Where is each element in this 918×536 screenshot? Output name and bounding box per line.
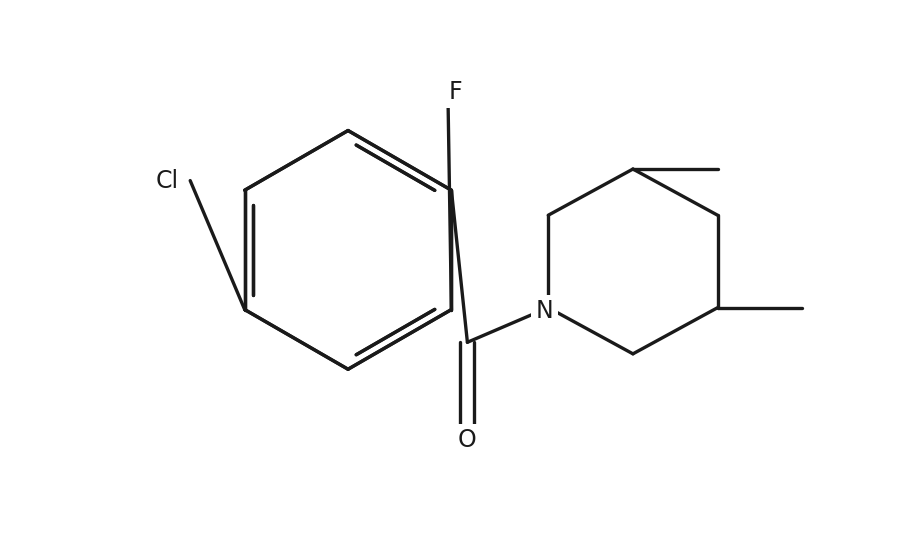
Text: F: F <box>449 80 463 104</box>
Text: N: N <box>535 300 554 324</box>
Text: O: O <box>458 428 476 452</box>
Text: Cl: Cl <box>155 169 179 192</box>
